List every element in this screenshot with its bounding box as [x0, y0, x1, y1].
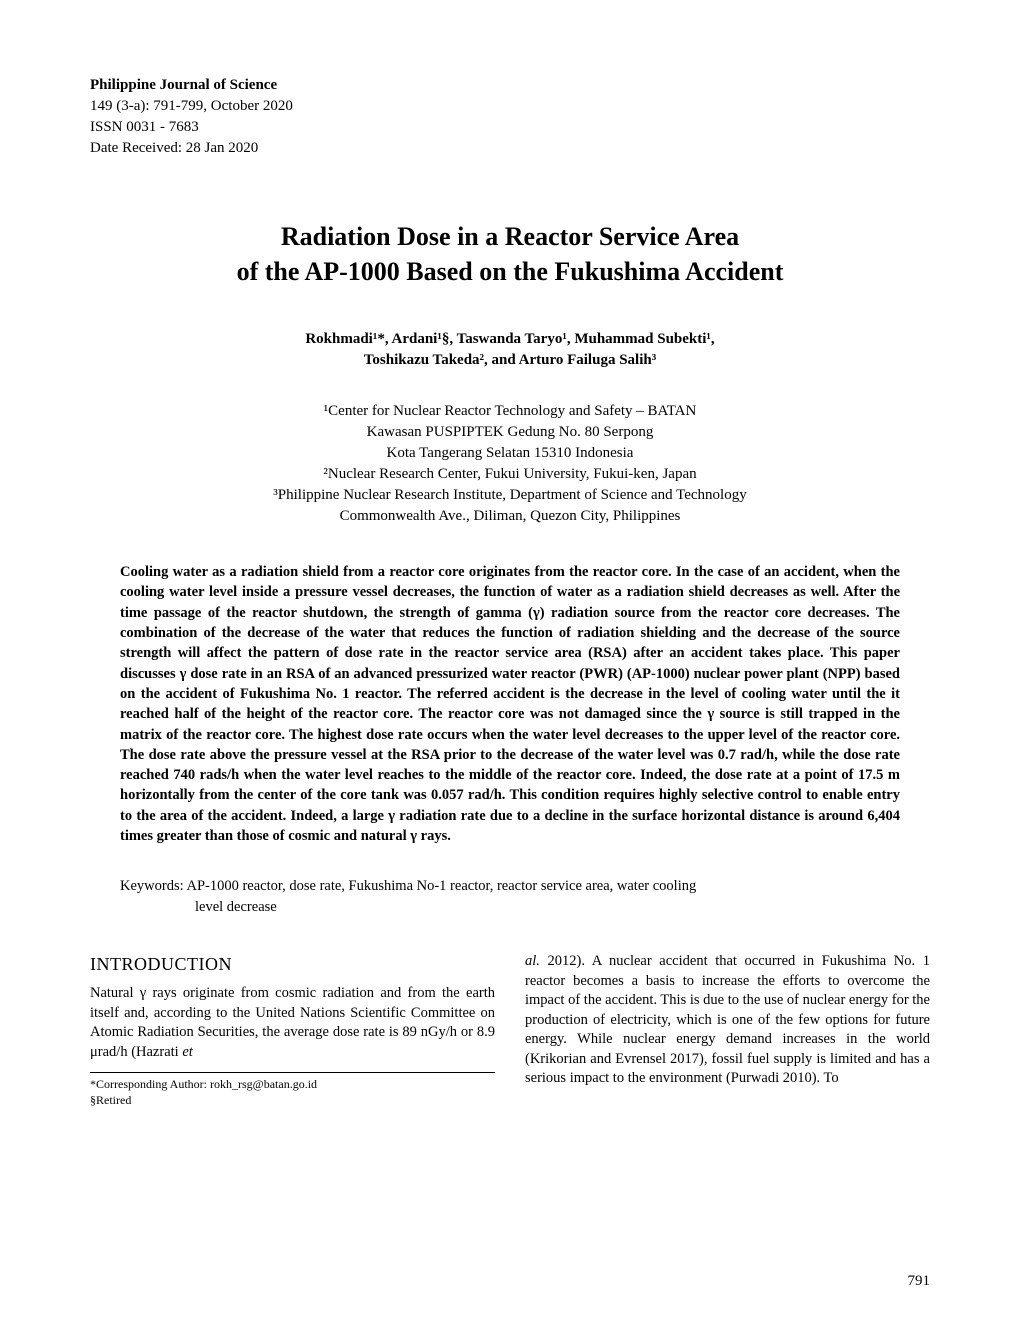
introduction-heading: INTRODUCTION — [90, 952, 495, 976]
intro-italic-left: et — [182, 1044, 192, 1060]
page-number: 791 — [908, 1273, 931, 1290]
affiliation-5: ³Philippine Nuclear Research Institute, … — [90, 485, 930, 506]
authors: Rokhmadi¹*, Ardani¹§, Taswanda Taryo¹, M… — [90, 329, 930, 371]
journal-header: Philippine Journal of Science 149 (3-a):… — [90, 75, 930, 159]
title-line-2: of the AP-1000 Based on the Fukushima Ac… — [90, 254, 930, 289]
affiliation-1: ¹Center for Nuclear Reactor Technology a… — [90, 401, 930, 422]
journal-issn: ISSN 0031 - 7683 — [90, 117, 930, 138]
affiliation-2: Kawasan PUSPIPTEK Gedung No. 80 Serpong — [90, 422, 930, 443]
intro-italic-right: al. — [525, 953, 540, 969]
body-section: INTRODUCTION Natural γ rays originate fr… — [90, 952, 930, 1109]
title-line-1: Radiation Dose in a Reactor Service Area — [90, 219, 930, 254]
authors-line-1: Rokhmadi¹*, Ardani¹§, Taswanda Taryo¹, M… — [90, 329, 930, 350]
intro-text-right: 2012). A nuclear accident that occurred … — [525, 953, 930, 1086]
journal-issue: 149 (3-a): 791-799, October 2020 — [90, 96, 930, 117]
affiliation-4: ²Nuclear Research Center, Fukui Universi… — [90, 464, 930, 485]
affiliation-6: Commonwealth Ave., Diliman, Quezon City,… — [90, 506, 930, 527]
footnote-retired: §Retired — [90, 1093, 495, 1109]
affiliations: ¹Center for Nuclear Reactor Technology a… — [90, 401, 930, 527]
paper-title: Radiation Dose in a Reactor Service Area… — [90, 219, 930, 289]
column-left: INTRODUCTION Natural γ rays originate fr… — [90, 952, 495, 1109]
journal-name: Philippine Journal of Science — [90, 75, 930, 96]
journal-date-received: Date Received: 28 Jan 2020 — [90, 138, 930, 159]
intro-paragraph-left: Natural γ rays originate from cosmic rad… — [90, 984, 495, 1062]
keywords-line-2: level decrease — [120, 897, 900, 917]
authors-line-2: Toshikazu Takeda², and Arturo Failuga Sa… — [90, 350, 930, 371]
footnote-corresponding: *Corresponding Author: rokh_rsg@batan.go… — [90, 1077, 495, 1093]
keywords: Keywords: AP-1000 reactor, dose rate, Fu… — [120, 876, 900, 917]
intro-paragraph-right: al. 2012). A nuclear accident that occur… — [525, 952, 930, 1089]
keywords-line-1: AP-1000 reactor, dose rate, Fukushima No… — [186, 878, 696, 894]
intro-text-left: Natural γ rays originate from cosmic rad… — [90, 985, 495, 1060]
column-right: al. 2012). A nuclear accident that occur… — [525, 952, 930, 1109]
affiliation-3: Kota Tangerang Selatan 15310 Indonesia — [90, 443, 930, 464]
abstract: Cooling water as a radiation shield from… — [120, 562, 900, 846]
footnote-divider — [90, 1072, 495, 1073]
keywords-label: Keywords: — [120, 878, 186, 894]
